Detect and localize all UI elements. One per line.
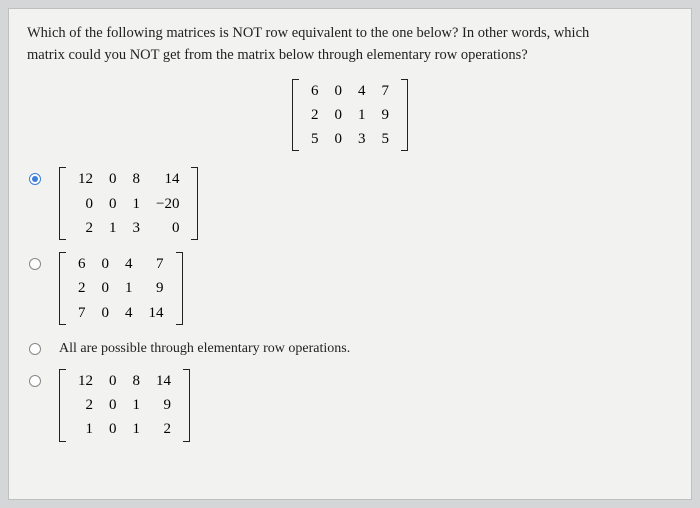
bracket-right bbox=[401, 79, 408, 152]
matrix-cell: 1 bbox=[125, 192, 149, 216]
matrix-cell: 14 bbox=[148, 167, 187, 191]
option-1[interactable]: 6047201970414 bbox=[29, 252, 673, 325]
matrix-cell: 0 bbox=[94, 301, 118, 325]
matrix-cell: 0 bbox=[94, 252, 118, 276]
matrix-table: 12081420191012 bbox=[70, 369, 179, 442]
matrix-cell: 5 bbox=[303, 127, 327, 151]
radio-button[interactable] bbox=[29, 173, 41, 185]
matrix-cell: 14 bbox=[141, 301, 172, 325]
bracket-right bbox=[176, 252, 183, 325]
matrix-cell: −20 bbox=[148, 192, 187, 216]
option-matrix: 120814001−202130 bbox=[59, 167, 198, 240]
matrix-table: 6047201970414 bbox=[70, 252, 172, 325]
matrix-cell: 7 bbox=[374, 79, 398, 103]
options-list: 120814001−2021306047201970414All are pos… bbox=[27, 167, 673, 441]
matrix-cell: 3 bbox=[350, 127, 374, 151]
bracket-right bbox=[191, 167, 198, 240]
matrix-cell: 0 bbox=[327, 103, 351, 127]
bracket-left bbox=[292, 79, 299, 152]
bracket-left bbox=[59, 369, 66, 442]
matrix-cell: 0 bbox=[94, 276, 118, 300]
matrix-cell: 8 bbox=[125, 167, 149, 191]
matrix-cell: 9 bbox=[374, 103, 398, 127]
bracket-left bbox=[59, 252, 66, 325]
option-matrix: 12081420191012 bbox=[59, 369, 190, 442]
matrix-cell: 0 bbox=[327, 79, 351, 103]
matrix-cell: 1 bbox=[70, 417, 101, 441]
matrix-cell: 4 bbox=[350, 79, 374, 103]
matrix-cell: 0 bbox=[101, 393, 125, 417]
question-line-1: Which of the following matrices is NOT r… bbox=[27, 25, 589, 41]
matrix-cell: 3 bbox=[125, 216, 149, 240]
matrix-cell: 0 bbox=[101, 369, 125, 393]
matrix-cell: 0 bbox=[101, 167, 125, 191]
matrix-cell: 4 bbox=[117, 252, 141, 276]
matrix-cell: 12 bbox=[70, 369, 101, 393]
matrix-cell: 0 bbox=[101, 192, 125, 216]
question-text: Which of the following matrices is NOT r… bbox=[27, 23, 673, 67]
matrix-cell: 2 bbox=[70, 216, 101, 240]
matrix-cell: 6 bbox=[303, 79, 327, 103]
matrix-cell: 2 bbox=[303, 103, 327, 127]
matrix-cell: 1 bbox=[101, 216, 125, 240]
question-card: Which of the following matrices is NOT r… bbox=[8, 8, 692, 500]
matrix-cell: 9 bbox=[141, 276, 172, 300]
option-text: All are possible through elementary row … bbox=[59, 337, 350, 357]
matrix-cell: 1 bbox=[125, 393, 149, 417]
option-2[interactable]: All are possible through elementary row … bbox=[29, 337, 673, 357]
matrix-cell: 8 bbox=[125, 369, 149, 393]
radio-button[interactable] bbox=[29, 375, 41, 387]
matrix-cell: 4 bbox=[117, 301, 141, 325]
matrix-cell: 1 bbox=[350, 103, 374, 127]
reference-matrix: 604720195035 bbox=[292, 79, 408, 152]
matrix-cell: 6 bbox=[70, 252, 94, 276]
option-3[interactable]: 12081420191012 bbox=[29, 369, 673, 442]
matrix-cell: 5 bbox=[374, 127, 398, 151]
matrix-cell: 0 bbox=[101, 417, 125, 441]
matrix-table: 120814001−202130 bbox=[70, 167, 187, 240]
matrix-cell: 0 bbox=[327, 127, 351, 151]
matrix-cell: 2 bbox=[148, 417, 179, 441]
radio-button[interactable] bbox=[29, 343, 41, 355]
matrix-table: 604720195035 bbox=[303, 79, 397, 152]
matrix-cell: 2 bbox=[70, 276, 94, 300]
question-line-2: matrix could you NOT get from the matrix… bbox=[27, 47, 528, 63]
matrix-cell: 0 bbox=[148, 216, 187, 240]
option-0[interactable]: 120814001−202130 bbox=[29, 167, 673, 240]
bracket-left bbox=[59, 167, 66, 240]
matrix-cell: 7 bbox=[141, 252, 172, 276]
matrix-cell: 1 bbox=[117, 276, 141, 300]
matrix-cell: 14 bbox=[148, 369, 179, 393]
matrix-cell: 2 bbox=[70, 393, 101, 417]
matrix-cell: 0 bbox=[70, 192, 101, 216]
matrix-cell: 9 bbox=[148, 393, 179, 417]
matrix-cell: 7 bbox=[70, 301, 94, 325]
matrix-cell: 1 bbox=[125, 417, 149, 441]
bracket-right bbox=[183, 369, 190, 442]
reference-matrix-wrap: 604720195035 bbox=[27, 79, 673, 152]
option-matrix: 6047201970414 bbox=[59, 252, 183, 325]
radio-button[interactable] bbox=[29, 258, 41, 270]
matrix-cell: 12 bbox=[70, 167, 101, 191]
